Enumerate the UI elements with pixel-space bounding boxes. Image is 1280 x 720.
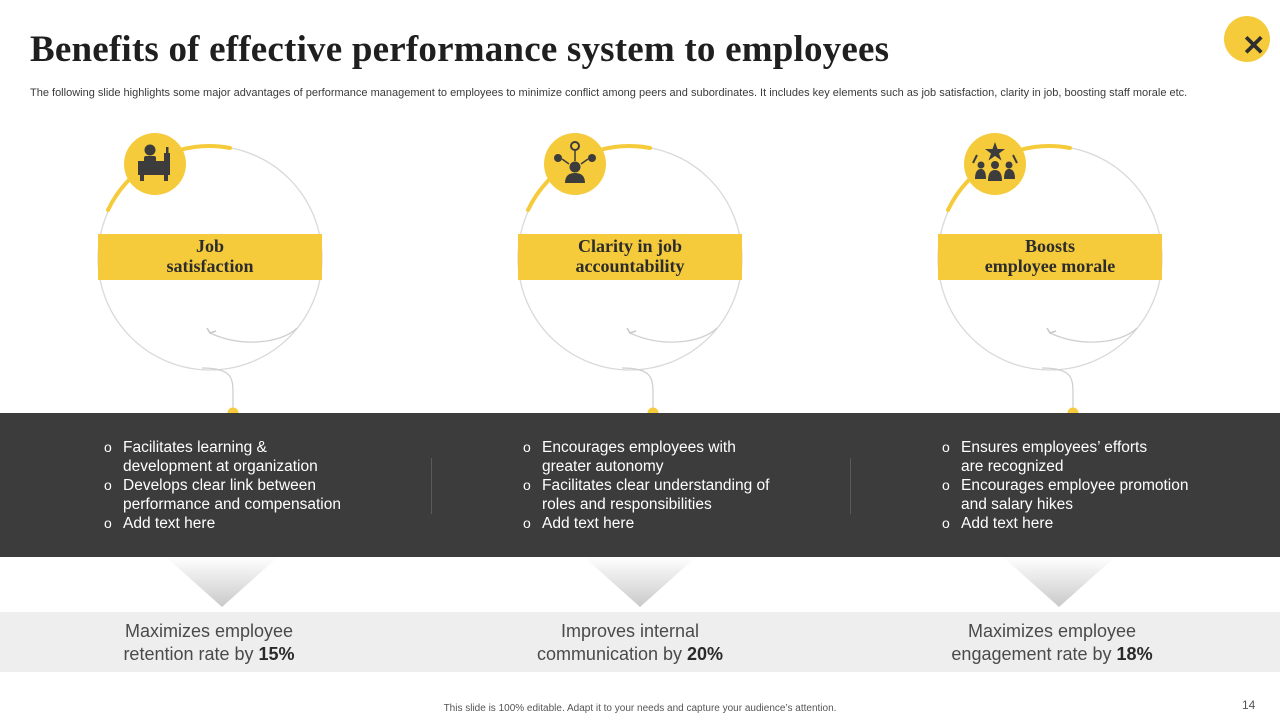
- bullet-line: Encourages employee promotion: [961, 477, 1189, 494]
- bullet-line: Facilitates learning &: [123, 439, 267, 456]
- cycle-return-arrow: [629, 327, 718, 343]
- list-item: o Encourages employee promotion and salary…: [942, 476, 1262, 514]
- footer-note: This slide is 100% editable. Adapt it to…: [443, 703, 837, 714]
- stat-value: 15%: [258, 644, 295, 664]
- bullet-circle-icon: o: [942, 515, 950, 531]
- label-band: Boosts employee morale: [938, 234, 1162, 280]
- cycle-return-arrow: [209, 327, 298, 343]
- stat-line-2: engagement rate by 18%: [922, 643, 1182, 666]
- icon-badge: [544, 133, 606, 195]
- list-item: o Facilitates learning & development at or…: [104, 438, 414, 476]
- connector-line: [1041, 367, 1074, 413]
- stat-communication: Improves internal communication by 20%: [500, 620, 760, 666]
- card-clarity-in-job: Clarity in job accountability: [512, 133, 752, 418]
- bullet-line: Encourages employees with: [542, 439, 736, 456]
- list-item: o Ensures employees’ efforts are recognize…: [942, 438, 1262, 476]
- bullet-circle-icon: o: [523, 477, 531, 493]
- page-title: Benefits of effective performance system…: [30, 29, 890, 70]
- bullet-line: and salary hikes: [961, 496, 1074, 513]
- label-line-1: Job: [195, 236, 224, 256]
- bullet-circle-icon: o: [942, 439, 950, 455]
- stat-line-2: communication by 20%: [500, 643, 760, 666]
- pointer-triangle: [166, 557, 278, 607]
- column-divider: [850, 458, 851, 514]
- card-boosts-morale: Boosts employee morale: [932, 133, 1172, 418]
- page-subtitle: The following slide highlights some majo…: [30, 87, 1188, 99]
- bullet-line: roles and responsibilities: [542, 496, 712, 513]
- label-band: Clarity in job accountability: [518, 234, 742, 280]
- cycle-return-arrow: [1049, 327, 1138, 343]
- team-star-icon: [972, 142, 1018, 181]
- stat-engagement: Maximizes employee engagement rate by 18…: [922, 620, 1182, 666]
- connector-line: [201, 367, 234, 413]
- stat-line-1: Maximizes employee: [967, 621, 1137, 641]
- stat-line-2: retention rate by 15%: [79, 643, 339, 666]
- page-number: 14: [1242, 698, 1256, 712]
- list-item: o Add text here: [942, 514, 1262, 533]
- bullet-line: Facilitates clear understanding of: [542, 477, 770, 494]
- arrow-head-icon: [626, 327, 637, 334]
- stat-line-1: Improves internal: [560, 621, 700, 641]
- stat-prefix: retention rate by: [123, 644, 259, 664]
- label-line-2: satisfaction: [166, 256, 254, 276]
- label-line-1: Clarity in job: [577, 236, 682, 256]
- bullet-line: Add text here: [542, 515, 635, 532]
- arrow-head-icon: [206, 327, 217, 334]
- stat-retention: Maximizes employee retention rate by 15%: [79, 620, 339, 666]
- bullet-circle-icon: o: [104, 515, 112, 531]
- bullet-circle-icon: o: [104, 477, 112, 493]
- bullet-circle-icon: o: [104, 439, 112, 455]
- label-line-2: accountability: [575, 256, 685, 276]
- bullet-list-clarity: o Encourages employees with greater autono…: [523, 438, 833, 533]
- pointer-triangle: [584, 557, 696, 607]
- stat-prefix: communication by: [536, 644, 688, 664]
- label-line-2: employee morale: [984, 256, 1116, 276]
- list-item: o Add text here: [104, 514, 414, 533]
- icon-badge: [964, 133, 1026, 195]
- bullet-line: are recognized: [961, 458, 1064, 475]
- bullet-circle-icon: o: [942, 477, 950, 493]
- bullet-line: Add text here: [123, 515, 216, 532]
- bullet-circle-icon: o: [523, 439, 531, 455]
- stat-value: 18%: [1116, 644, 1153, 664]
- pointer-triangle: [1003, 557, 1115, 607]
- list-item: o Facilitates clear understanding of roles…: [523, 476, 833, 514]
- bullet-list-job-satisfaction: o Facilitates learning & development at or…: [104, 438, 414, 533]
- stat-line-1: Maximizes employee: [124, 621, 294, 641]
- employee-at-desk-icon: [138, 144, 170, 181]
- person-network-icon: [554, 141, 596, 183]
- stat-value: 20%: [687, 644, 724, 664]
- arrow-head-icon: [1046, 327, 1057, 334]
- list-item: o Develops clear link between performance …: [104, 476, 414, 514]
- stat-prefix: engagement rate by: [951, 644, 1117, 664]
- bullet-list-morale: o Ensures employees’ efforts are recognize…: [942, 438, 1262, 533]
- label-line-1: Boosts: [1024, 236, 1075, 256]
- bullet-line: Develops clear link between: [123, 477, 316, 494]
- list-item: o Encourages employees with greater autono…: [523, 438, 833, 476]
- label-band: Job satisfaction: [98, 234, 322, 280]
- card-job-satisfaction: Job satisfaction: [92, 133, 332, 418]
- details-band: [0, 413, 1280, 557]
- bullet-line: Ensures employees’ efforts: [961, 439, 1148, 456]
- bullet-line: performance and compensation: [123, 496, 341, 513]
- close-icon: ✕: [1242, 30, 1266, 61]
- bullet-line: greater autonomy: [542, 458, 664, 475]
- bullet-line: Add text here: [961, 515, 1054, 532]
- icon-badge: [124, 133, 186, 195]
- bullet-line: development at organization: [123, 458, 318, 475]
- connector-line: [621, 367, 654, 413]
- bullet-circle-icon: o: [523, 515, 531, 531]
- stats-band: [0, 612, 1280, 672]
- column-divider: [431, 458, 432, 514]
- close-button[interactable]: ✕: [1224, 16, 1270, 62]
- list-item: o Add text here: [523, 514, 833, 533]
